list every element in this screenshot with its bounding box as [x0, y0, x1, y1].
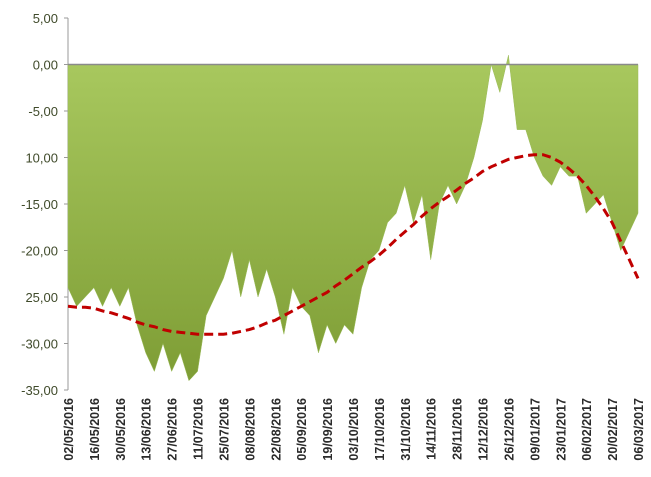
- x-tick-label: 02/05/2016: [62, 398, 76, 461]
- x-tick-label: 16/05/2016: [88, 398, 102, 461]
- area: [67, 55, 639, 382]
- x-tick-label: 11/07/2016: [192, 398, 206, 460]
- x-tick-label: 03/10/2016: [347, 398, 361, 461]
- x-tick-label: 06/03/2017: [632, 398, 646, 461]
- y-tick-label: 25,00: [25, 290, 58, 305]
- x-tick-label: 05/09/2016: [295, 398, 309, 461]
- x-tick-label: 09/01/2017: [528, 398, 542, 461]
- x-tick-label: 22/08/2016: [269, 398, 283, 461]
- y-tick-label: 10,00: [25, 151, 58, 166]
- y-tick-label: -35,00: [21, 383, 58, 398]
- x-tick-label: 27/06/2016: [166, 398, 180, 461]
- x-tick-label: 26/12/2016: [502, 398, 516, 461]
- x-tick-label: 30/05/2016: [114, 398, 128, 461]
- x-tick-label: 25/07/2016: [217, 398, 231, 461]
- y-tick-label: 0,00: [33, 58, 58, 73]
- x-tick-label: 28/11/2016: [451, 398, 465, 460]
- x-tick-label: 31/10/2016: [399, 398, 413, 461]
- x-tick-label: 23/01/2017: [554, 398, 568, 461]
- x-tick-label: 19/09/2016: [321, 398, 335, 461]
- x-tick-label: 08/08/2016: [243, 398, 257, 461]
- x-tick-label: 20/02/2017: [606, 398, 620, 461]
- y-tick-label: -15,00: [21, 197, 58, 212]
- x-tick-label: 17/10/2016: [373, 398, 387, 461]
- y-tick-label: 5,00: [33, 11, 58, 26]
- x-tick-label: 14/11/2016: [425, 398, 439, 460]
- y-tick-label: -20,00: [21, 244, 58, 259]
- y-tick-label: -30,00: [21, 337, 58, 352]
- y-tick-label: -5,00: [28, 104, 58, 119]
- x-tick-label: 06/02/2017: [580, 398, 594, 461]
- trend-line: [67, 153, 640, 336]
- x-tick-label: 13/06/2016: [140, 398, 154, 461]
- x-tick-label: 12/12/2016: [477, 398, 491, 461]
